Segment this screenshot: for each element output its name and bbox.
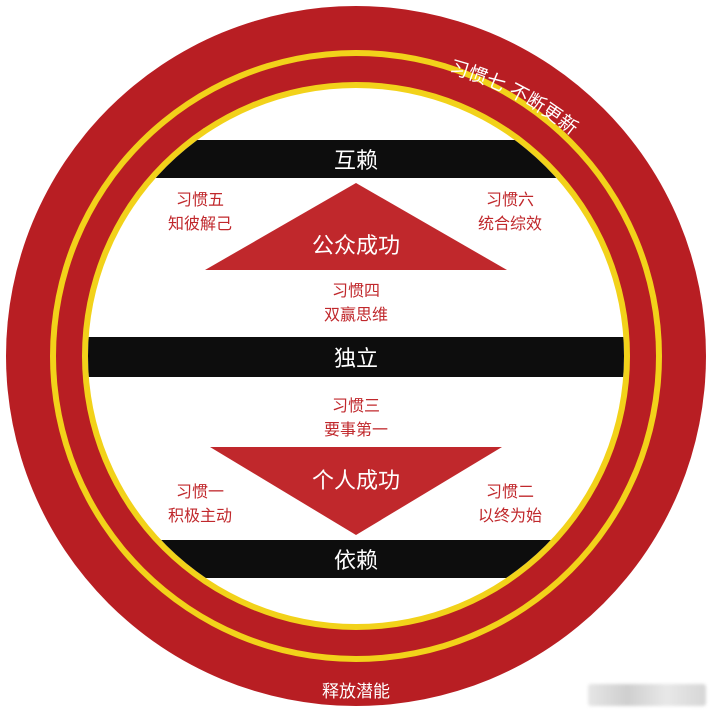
svg-text:习惯六: 习惯六 xyxy=(486,190,534,209)
svg-text:知彼解己: 知彼解己 xyxy=(168,214,232,233)
svg-text:要事第一: 要事第一 xyxy=(324,420,388,439)
svg-text:积极主动: 积极主动 xyxy=(168,506,232,525)
habit4-label: 习惯四 双赢思维 xyxy=(324,281,388,324)
band-top-interdependence xyxy=(118,140,590,178)
svg-text:习惯二: 习惯二 xyxy=(486,482,534,501)
svg-text:习惯一: 习惯一 xyxy=(176,482,224,501)
svg-text:以终为始: 以终为始 xyxy=(478,506,542,525)
habit5-label: 习惯五 知彼解己 xyxy=(168,190,232,233)
svg-text:双赢思维: 双赢思维 xyxy=(324,305,388,324)
band-middle-label: 独立 xyxy=(334,347,378,372)
band-bottom-dependence xyxy=(118,540,590,578)
habit1-label: 习惯一 积极主动 xyxy=(168,482,232,525)
svg-text:习惯五: 习惯五 xyxy=(176,190,224,209)
triangle-lower-label: 个人成功 xyxy=(312,469,400,494)
ring-bottom-text: 释放潜能 xyxy=(322,682,390,702)
triangle-private-victory xyxy=(210,447,502,535)
habit3-label: 习惯三 要事第一 xyxy=(324,396,388,439)
svg-text:习惯四: 习惯四 xyxy=(332,281,380,300)
habit6-label: 习惯六 统合综效 xyxy=(478,190,542,233)
triangle-upper-label: 公众成功 xyxy=(312,234,400,259)
svg-text:习惯三: 习惯三 xyxy=(332,396,380,415)
triangle-public-victory xyxy=(205,183,507,270)
band-middle-independence xyxy=(88,337,624,377)
blurred-watermark xyxy=(588,684,706,706)
svg-text:统合综效: 统合综效 xyxy=(478,214,542,233)
band-bottom-label: 依赖 xyxy=(334,549,378,574)
band-top-label: 互赖 xyxy=(334,149,378,174)
habit2-label: 习惯二 以终为始 xyxy=(478,482,542,525)
